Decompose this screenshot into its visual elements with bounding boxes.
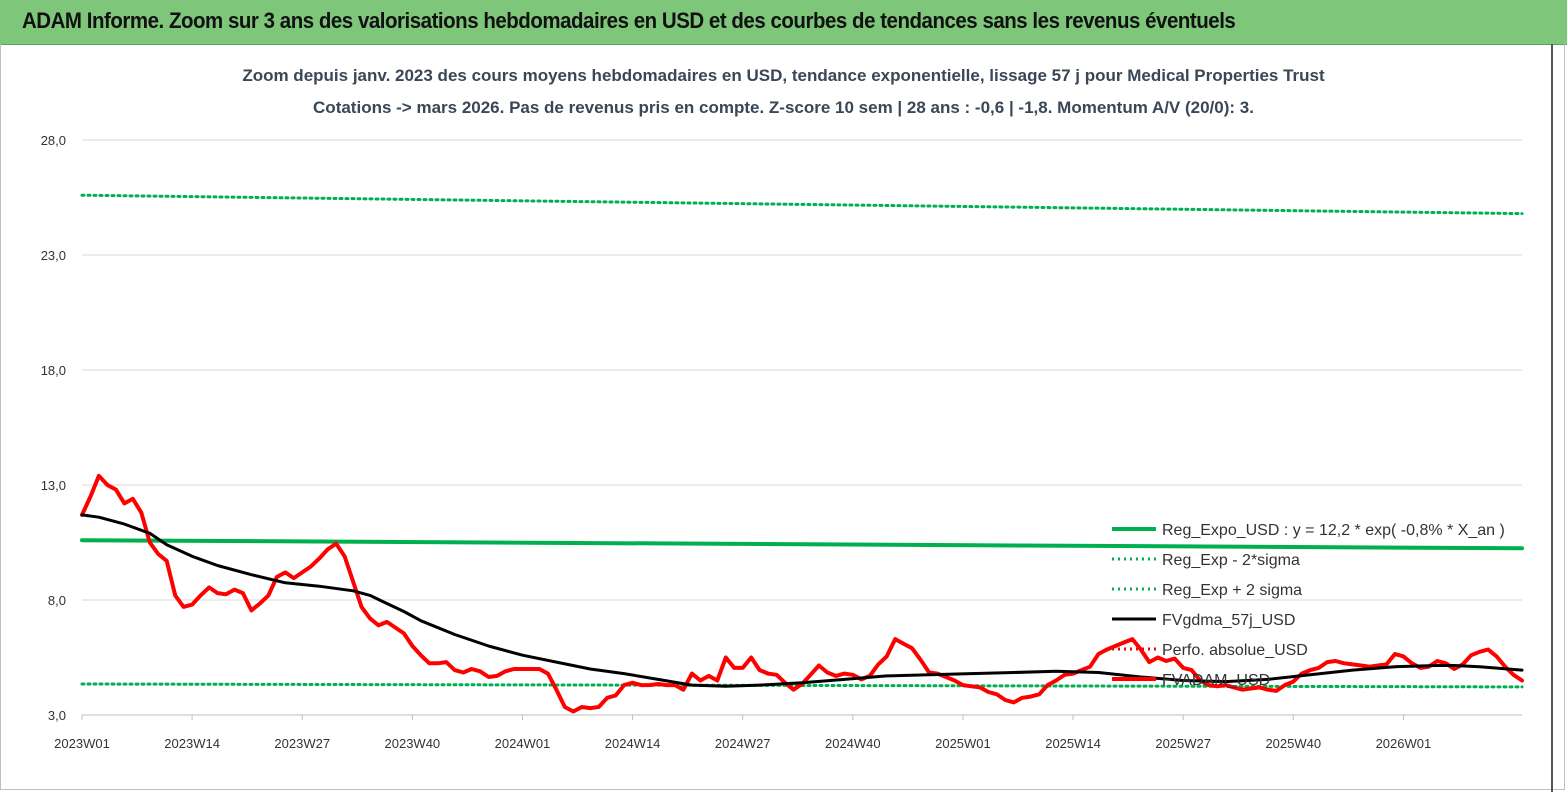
legend-label: Reg_Exp - 2*sigma bbox=[1162, 552, 1300, 569]
x-tick-label: 2026W01 bbox=[1376, 736, 1432, 751]
legend-label: Reg_Expo_USD : y = 12,2 * exp( -0,8% * X… bbox=[1162, 522, 1505, 539]
legend-label: Reg_Exp + 2 sigma bbox=[1162, 582, 1302, 599]
series-line-fvgdma57jusd bbox=[80, 513, 1524, 688]
legend-label: Perfo. absolue_USD bbox=[1162, 642, 1308, 659]
x-tick-label: 2025W14 bbox=[1045, 736, 1101, 751]
series-line-regexpousd bbox=[80, 538, 1524, 551]
y-tick-label: 28,0 bbox=[41, 133, 66, 148]
x-tick-label: 2023W14 bbox=[164, 736, 220, 751]
y-tick-label: 18,0 bbox=[41, 363, 66, 378]
x-tick-label: 2024W14 bbox=[605, 736, 661, 751]
legend-label: FVADAM_USD bbox=[1162, 672, 1270, 689]
x-tick-label: 2024W40 bbox=[825, 736, 881, 751]
legend-label: FVgdma_57j_USD bbox=[1162, 612, 1295, 629]
frame-divider bbox=[1551, 44, 1553, 792]
x-tick-label: 2024W01 bbox=[495, 736, 551, 751]
y-tick-label: 13,0 bbox=[41, 478, 66, 493]
x-tick-label: 2023W40 bbox=[385, 736, 441, 751]
report-title: ADAM Informe. Zoom sur 3 ans des valoris… bbox=[22, 8, 1236, 33]
report-banner: ADAM Informe. Zoom sur 3 ans des valoris… bbox=[0, 0, 1567, 45]
y-tick-label: 3,0 bbox=[48, 708, 66, 723]
x-tick-label: 2024W27 bbox=[715, 736, 771, 751]
x-tick-label: 2025W40 bbox=[1265, 736, 1321, 751]
x-tick-label: 2025W01 bbox=[935, 736, 991, 751]
chart-frame bbox=[0, 44, 1565, 790]
x-tick-label: 2025W27 bbox=[1155, 736, 1211, 751]
x-tick-label: 2023W01 bbox=[54, 736, 110, 751]
y-tick-label: 23,0 bbox=[41, 248, 66, 263]
y-tick-label: 8,0 bbox=[48, 593, 66, 608]
x-tick-label: 2023W27 bbox=[274, 736, 330, 751]
series-line-regexp bbox=[80, 193, 1524, 216]
chart-subtitle: Cotations -> mars 2026. Pas de revenus p… bbox=[313, 98, 1254, 117]
chart-title: Zoom depuis janv. 2023 des cours moyens … bbox=[242, 66, 1325, 85]
